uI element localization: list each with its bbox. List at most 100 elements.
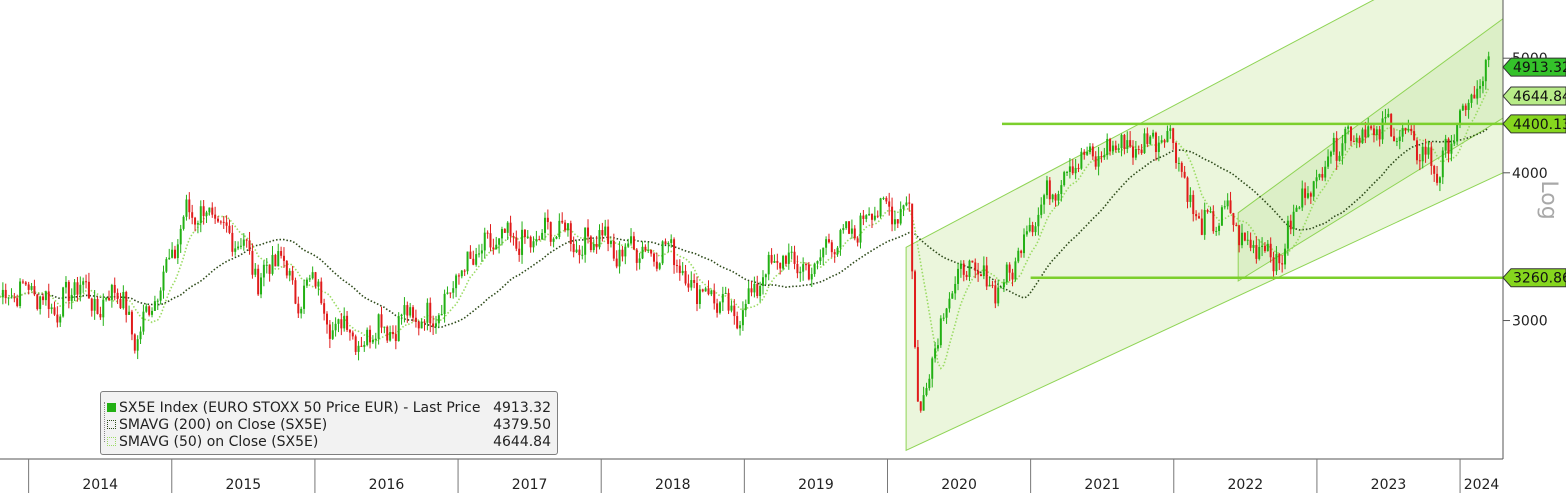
candle-body (87, 281, 90, 299)
candle-body (532, 241, 535, 248)
candle-body (33, 286, 36, 295)
candle-body (1249, 239, 1252, 248)
candle-body (782, 255, 785, 269)
candle-body (979, 274, 982, 277)
candle-body (587, 227, 590, 237)
candle-body (7, 297, 10, 299)
candle-body (409, 307, 412, 316)
value-tag: 4400.13 (1502, 114, 1566, 134)
candle-body (202, 206, 205, 216)
candle-body (638, 258, 641, 263)
candle-body (179, 228, 182, 245)
candle-body (664, 241, 667, 245)
candle-body (1243, 232, 1246, 241)
candle-body (1453, 141, 1456, 144)
candle-body (1329, 151, 1332, 157)
candle-body (555, 236, 558, 239)
candle-body (469, 251, 472, 259)
candle-body (704, 288, 707, 292)
candle-body (1114, 145, 1117, 151)
candle-body (196, 223, 199, 225)
candle-body (962, 263, 965, 275)
candle-body (569, 223, 572, 244)
candle-body (615, 258, 618, 267)
candle-body (205, 212, 208, 216)
legend-swatch-price (107, 403, 116, 412)
candle-body (896, 219, 899, 224)
candle-body (1324, 166, 1327, 178)
legend-tree-line (104, 402, 109, 442)
candle-body (612, 240, 615, 259)
legend-row-sma200: SMAVG (200) on Close (SX5E) 4379.50 (107, 417, 551, 434)
candle-body (696, 282, 699, 304)
legend-label-price: SX5E Index (EURO STOXX 50 Price EUR) - L… (119, 400, 481, 416)
candle-body (627, 243, 630, 247)
sma50-line (0, 87, 1490, 370)
candle-body (288, 270, 291, 276)
candle-body (1215, 230, 1218, 232)
candle-body (693, 280, 696, 283)
value-tag-label: 4644.84 (1513, 89, 1566, 105)
candle-body (285, 260, 288, 276)
candle-body (472, 258, 475, 265)
candle-body (400, 314, 403, 317)
candle-body (452, 288, 455, 293)
candle-body (1129, 140, 1132, 147)
candle-body (142, 311, 145, 332)
candle-body (62, 287, 65, 317)
legend-row-sma50: SMAVG (50) on Close (SX5E) 4644.84 (107, 434, 551, 451)
candle-body (24, 282, 27, 285)
candle-body (650, 249, 653, 254)
candle-body (403, 305, 406, 315)
candle-body (566, 223, 569, 231)
candle-body (1146, 133, 1149, 144)
candle-body (1117, 148, 1120, 151)
candle-body (343, 315, 346, 329)
candle-body (475, 254, 478, 265)
candle-body (1, 289, 4, 298)
candle-body (1177, 162, 1180, 164)
candle-body (1459, 110, 1462, 125)
candle-body (265, 264, 268, 266)
candle-body (707, 288, 710, 295)
candle-body (337, 319, 340, 324)
candle-body (1106, 138, 1109, 156)
candle-body (572, 243, 575, 253)
x-tick-label: 2024 (1464, 477, 1500, 493)
value-tag-label: 4400.13 (1513, 117, 1566, 133)
candle-body (125, 291, 128, 315)
candle-body (1278, 254, 1281, 264)
candle-body (1186, 177, 1189, 202)
candle-body (222, 221, 225, 223)
candle-body (1470, 94, 1473, 103)
candle-body (1372, 128, 1375, 136)
candle-body (850, 228, 853, 234)
legend: SX5E Index (EURO STOXX 50 Price EUR) - L… (100, 391, 558, 455)
candle-body (796, 263, 799, 274)
candle-body (767, 254, 770, 275)
legend-value-sma200: 4379.50 (493, 417, 551, 433)
candle-body (670, 239, 673, 243)
legend-label-sma200: SMAVG (200) on Close (SX5E) (119, 417, 328, 433)
candle-body (807, 264, 810, 280)
candle-body (1404, 127, 1407, 131)
candle-body (1418, 160, 1421, 162)
candle-body (39, 296, 42, 310)
candle-body (357, 345, 360, 352)
candle-body (1352, 140, 1355, 142)
candle-body (1149, 136, 1152, 144)
candle-body (1197, 216, 1200, 219)
candle-body (260, 277, 263, 295)
candle-body (868, 213, 871, 216)
candle-body (366, 329, 369, 345)
candle-body (1143, 133, 1146, 154)
candle-body (1292, 211, 1295, 230)
candle-body (420, 321, 423, 329)
candle-body (389, 332, 392, 341)
candle-body (394, 334, 397, 342)
candle-body (543, 217, 546, 233)
value-tag: 3260.86 (1502, 268, 1566, 288)
candle-body (759, 285, 762, 296)
candle-body (862, 215, 865, 219)
candle-body (1023, 234, 1026, 254)
